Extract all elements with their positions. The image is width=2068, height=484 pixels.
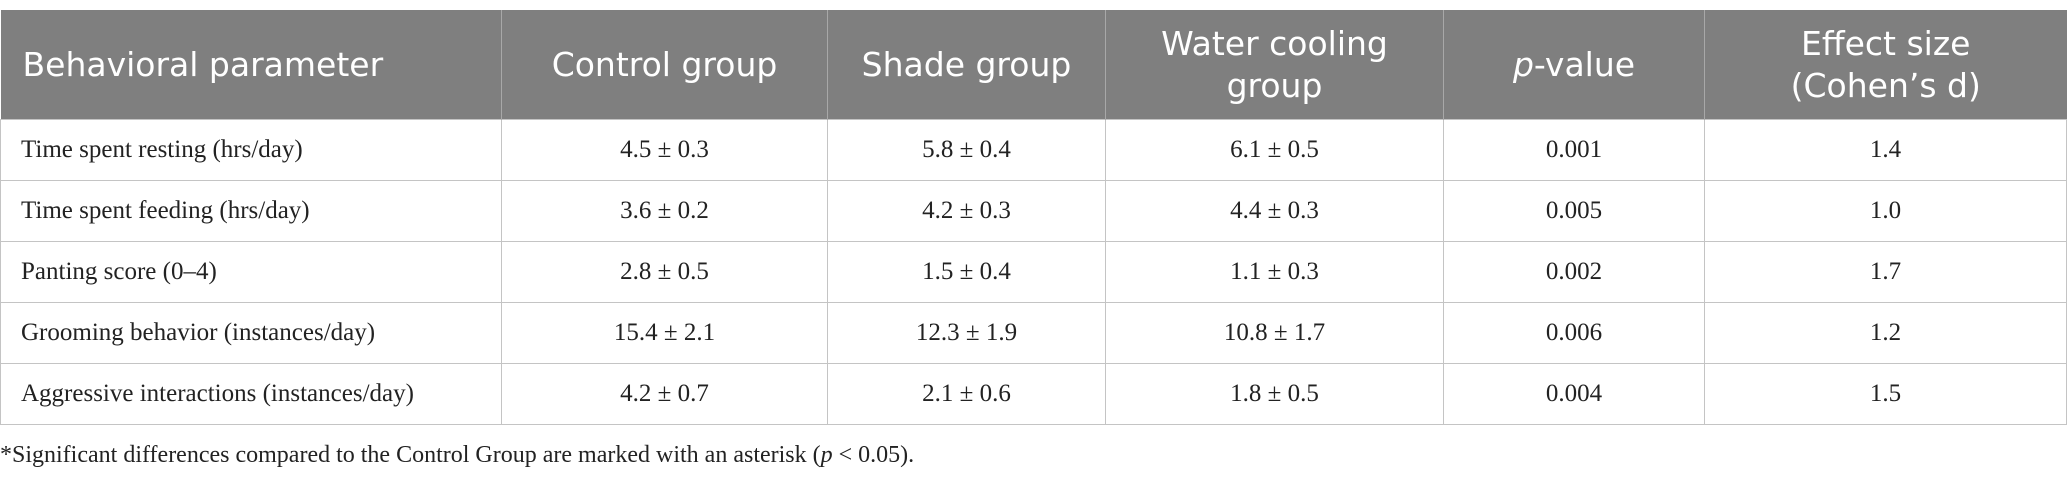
- header-cell: Behavioral parameter: [0, 10, 502, 120]
- table-row: Time spent resting (hrs/day) 4.5 ± 0.3 5.8…: [0, 119, 2067, 181]
- value-cell: 12.3 ± 1.9: [827, 302, 1106, 364]
- value-cell: 1.1 ± 0.3: [1105, 241, 1444, 303]
- parameter-cell: Time spent resting (hrs/day): [0, 119, 502, 181]
- footnote-text: p: [820, 442, 833, 468]
- header-text: Control group: [551, 44, 778, 84]
- header-text: Shade group: [861, 44, 1072, 84]
- header-text: Behavioral parameter: [22, 44, 384, 84]
- table-row: Grooming behavior (instances/day) 15.4 ± …: [0, 302, 2067, 364]
- value-cell: 0.006: [1443, 302, 1705, 364]
- footnote: *Significant differences compared to the…: [0, 442, 914, 469]
- table-row: Time spent feeding (hrs/day) 3.6 ± 0.2 4.2…: [0, 180, 2067, 242]
- value-cell: 1.2: [1704, 302, 2067, 364]
- parameter-cell: Time spent feeding (hrs/day): [0, 180, 502, 242]
- value-cell: 4.2 ± 0.7: [501, 363, 828, 425]
- parameter-cell: Grooming behavior (instances/day): [0, 302, 502, 364]
- header-cell: Effect size (Cohen’s d): [1704, 10, 2067, 120]
- header-text: (Cohen’s d): [1790, 65, 1981, 105]
- value-cell: 2.1 ± 0.6: [827, 363, 1106, 425]
- value-cell: 0.001: [1443, 119, 1705, 181]
- header-cell: Control group: [501, 10, 828, 120]
- value-cell: 2.8 ± 0.5: [501, 241, 828, 303]
- header-text: -value: [1533, 44, 1636, 84]
- data-table: Behavioral parameter Control group Shade g…: [0, 10, 2067, 425]
- value-cell: 4.5 ± 0.3: [501, 119, 828, 181]
- value-cell: 15.4 ± 2.1: [501, 302, 828, 364]
- header-text: Water cooling: [1161, 23, 1388, 63]
- value-cell: 3.6 ± 0.2: [501, 180, 828, 242]
- value-cell: 4.2 ± 0.3: [827, 180, 1106, 242]
- value-cell: 0.004: [1443, 363, 1705, 425]
- value-cell: 4.4 ± 0.3: [1105, 180, 1444, 242]
- table-body: Time spent resting (hrs/day) 4.5 ± 0.3 5.8…: [0, 119, 2067, 425]
- value-cell: 1.4: [1704, 119, 2067, 181]
- value-cell: 5.8 ± 0.4: [827, 119, 1106, 181]
- value-cell: 6.1 ± 0.5: [1105, 119, 1444, 181]
- footnote-text: < 0.05).: [832, 442, 915, 468]
- table-row: Aggressive interactions (instances/day) 4…: [0, 363, 2067, 425]
- value-cell: 1.5: [1704, 363, 2067, 425]
- value-cell: 1.5 ± 0.4: [827, 241, 1106, 303]
- header-cell: Shade group: [827, 10, 1106, 120]
- table-row: Panting score (0–4) 2.8 ± 0.5 1.5 ± 0.4 1.1…: [0, 241, 2067, 303]
- parameter-cell: Aggressive interactions (instances/day): [0, 363, 502, 425]
- footnote-text: *Significant differences compared to the…: [0, 442, 821, 468]
- header-text: group: [1226, 65, 1323, 105]
- value-cell: 1.8 ± 0.5: [1105, 363, 1444, 425]
- value-cell: 10.8 ± 1.7: [1105, 302, 1444, 364]
- header-cell: Water cooling group: [1105, 10, 1444, 120]
- value-cell: 1.7: [1704, 241, 2067, 303]
- header-italic: p: [1512, 44, 1534, 84]
- header-cell: p-value: [1443, 10, 1705, 120]
- header-text: Effect size: [1801, 23, 1971, 63]
- value-cell: 0.002: [1443, 241, 1705, 303]
- parameter-cell: Panting score (0–4): [0, 241, 502, 303]
- value-cell: 1.0: [1704, 180, 2067, 242]
- header-row: Behavioral parameter Control group Shade g…: [0, 10, 2067, 120]
- value-cell: 0.005: [1443, 180, 1705, 242]
